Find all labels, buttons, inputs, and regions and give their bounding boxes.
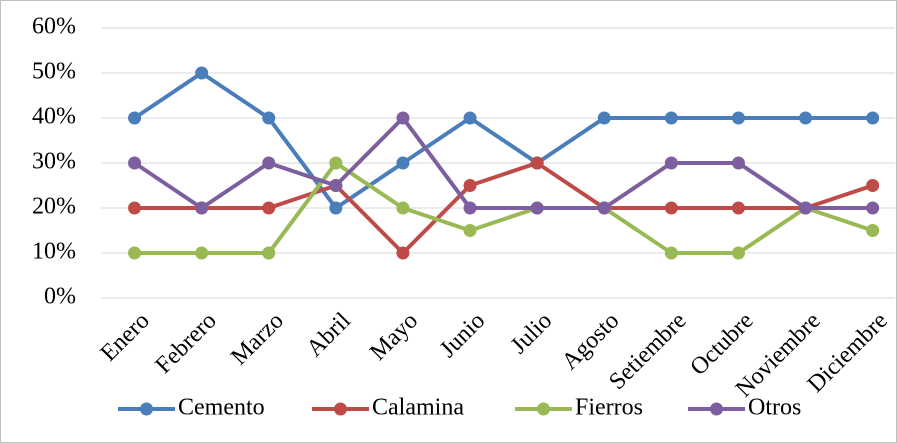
data-point [664,156,678,170]
data-point [866,224,880,237]
data-point [597,201,611,215]
data-point [463,224,477,237]
series-line [134,161,874,255]
series-line [133,71,873,210]
data-point [128,246,142,260]
y-tick-label: 40% [32,104,76,130]
data-point [731,201,745,215]
data-point [329,201,343,215]
legend-label: Cemento [178,395,265,421]
legend-marker [710,402,723,416]
y-tick-label: 30% [32,149,76,175]
series-line [133,116,873,210]
data-point [195,66,209,80]
data-point [731,246,745,260]
y-tick-label: 60% [32,14,76,40]
legend-label: Calamina [372,395,464,421]
data-point [262,201,276,215]
data-point [799,201,813,215]
data-point [128,201,142,215]
data-point [731,111,745,125]
data-point [866,179,880,192]
data-point [866,111,880,125]
y-tick-label: 20% [32,194,76,220]
data-point [128,111,142,125]
data-point [396,246,410,260]
data-point [597,111,611,125]
legend-marker [334,402,347,416]
legend-label: Fierros [575,395,643,421]
data-point [530,201,544,215]
data-point [463,179,477,192]
data-point [731,156,745,170]
data-point [664,246,678,260]
data-point [262,111,276,125]
data-point [866,201,880,215]
data-point [799,111,813,125]
data-point [195,201,209,215]
data-point [329,179,343,192]
data-point [262,246,276,260]
data-point [396,156,410,170]
legend-marker [140,402,153,416]
y-tick-label: 0% [44,284,76,310]
data-point [530,156,544,170]
data-point [396,201,410,215]
data-point [329,156,343,170]
data-point [664,201,678,215]
y-tick-label: 50% [32,59,76,85]
legend-marker [537,402,550,416]
data-point [128,156,142,170]
data-point [463,201,477,215]
legend-label: Otros [748,395,801,421]
data-point [664,111,678,125]
data-point [195,246,209,260]
data-point [463,111,477,125]
data-point [396,111,410,125]
data-point [262,156,276,170]
y-tick-label: 10% [32,239,76,265]
series-line [134,161,874,255]
